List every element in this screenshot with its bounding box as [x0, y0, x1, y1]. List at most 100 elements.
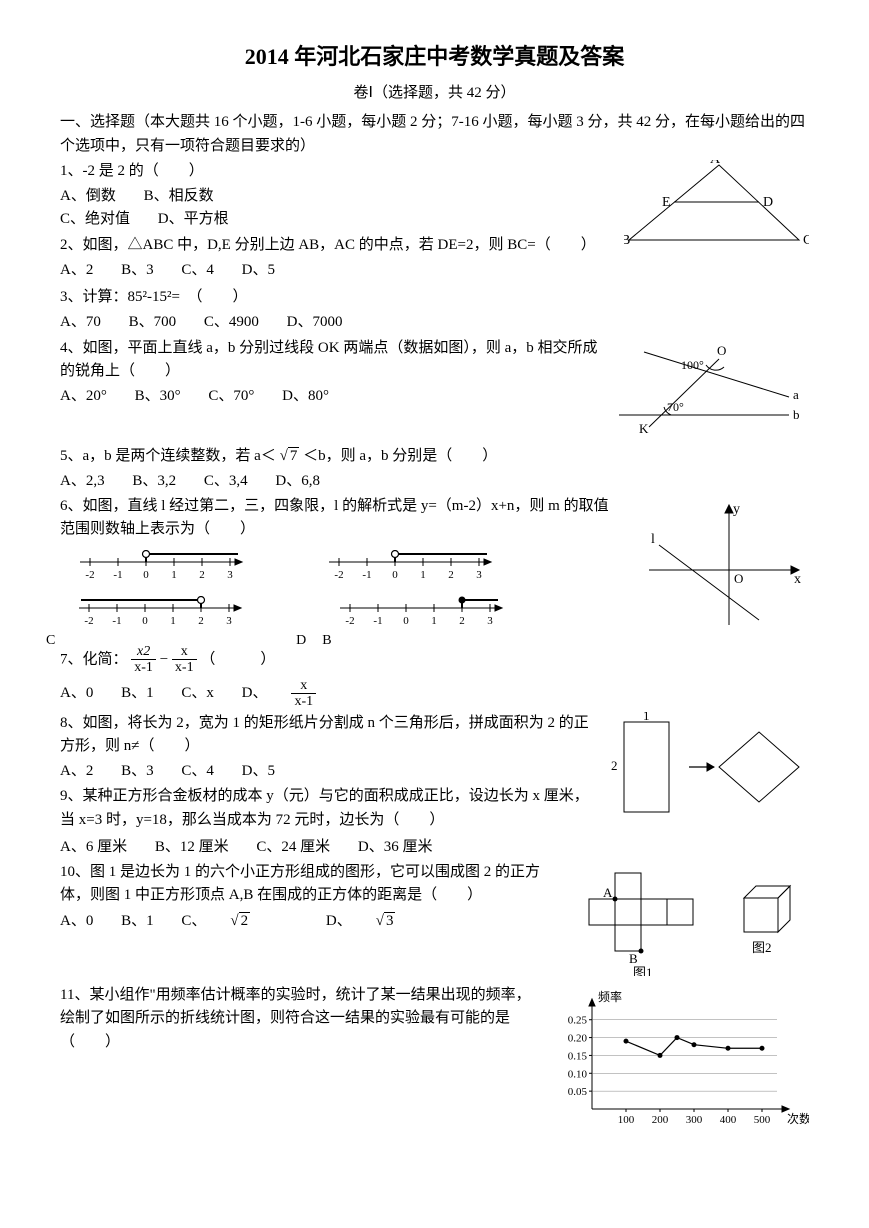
question-3-options: A、70 B、700 C、4900 D、7000: [60, 311, 809, 334]
svg-text:3: 3: [227, 569, 233, 581]
svg-text:1: 1: [431, 615, 437, 627]
svg-text:-1: -1: [113, 615, 122, 627]
exam-subtitle: 卷Ⅰ（选择题，共 42 分）: [60, 82, 809, 105]
question-7-options: A、0 B、1 C、x D、xx-1: [60, 678, 809, 710]
svg-text:-2: -2: [335, 569, 344, 581]
q7-frac2: xx-1: [172, 644, 197, 676]
svg-text:500: 500: [754, 1114, 771, 1126]
q8-opt-b: B、3: [121, 763, 154, 779]
svg-text:-1: -1: [373, 615, 382, 627]
svg-text:0: 0: [393, 569, 399, 581]
q10-opt-d: D、3: [326, 913, 444, 929]
q3-opt-b: B、700: [129, 314, 177, 330]
svg-text:2: 2: [199, 569, 205, 581]
svg-text:-2: -2: [85, 615, 94, 627]
q9-opt-a: A、6 厘米: [60, 839, 127, 855]
svg-text:x: x: [794, 572, 801, 587]
q4-opt-a: A、20°: [60, 388, 107, 404]
figure-q8-rect: 12: [599, 712, 809, 822]
q6-nl-label-d: D: [296, 633, 306, 648]
q5-opt-a: A、2,3: [60, 473, 105, 489]
q3-opt-c: C、4900: [204, 314, 259, 330]
q7-opt-d: D、xx-1: [242, 685, 365, 701]
svg-text:1: 1: [643, 712, 650, 723]
svg-text:E: E: [662, 195, 671, 210]
q5-opt-c: C、3,4: [204, 473, 248, 489]
svg-text:2: 2: [459, 615, 465, 627]
svg-text:O: O: [734, 571, 743, 586]
q7-pre: 7、化简：: [60, 651, 128, 667]
svg-text:频率: 频率: [598, 989, 622, 1004]
question-5-options: A、2,3 B、3,2 C、3,4 D、6,8: [60, 470, 809, 493]
svg-text:2: 2: [611, 758, 618, 773]
figure-q2-triangle: A B C E D: [624, 160, 809, 255]
figure-q6-coord: y x Ol: [629, 495, 809, 635]
q7-opt-a: A、0: [60, 685, 93, 701]
q10-opt-c: C、2: [181, 913, 298, 929]
q2-opt-a: A、2: [60, 262, 93, 278]
svg-text:-2: -2: [345, 615, 354, 627]
q6-numberlines: A-2-10123 C-2-10123 B-2-10123 DB-2-10123: [60, 550, 619, 639]
svg-text:400: 400: [720, 1114, 737, 1126]
svg-text:1: 1: [421, 569, 427, 581]
svg-text:图1: 图1: [633, 965, 653, 976]
q6-nl-label-c: C: [46, 633, 55, 648]
svg-text:D: D: [763, 195, 773, 210]
svg-text:B: B: [629, 951, 638, 966]
svg-text:y: y: [733, 502, 740, 517]
svg-text:C: C: [803, 233, 809, 248]
svg-text:-1: -1: [363, 569, 372, 581]
svg-text:3: 3: [487, 615, 493, 627]
q9-opt-c: C、24 厘米: [256, 839, 330, 855]
svg-text:300: 300: [686, 1114, 703, 1126]
numberline-a: -2-10123: [70, 550, 270, 584]
q1-opt-b: B、相反数: [144, 188, 214, 204]
q9-opt-b: B、12 厘米: [155, 839, 229, 855]
svg-text:70°: 70°: [667, 400, 684, 414]
q7-frac1: x2x-1: [131, 644, 156, 676]
q7-post: （ ）: [200, 651, 275, 667]
svg-text:0: 0: [143, 569, 149, 581]
svg-text:100: 100: [618, 1114, 635, 1126]
q5-opt-b: B、3,2: [132, 473, 176, 489]
svg-text:3: 3: [227, 615, 233, 627]
svg-text:A: A: [710, 160, 721, 167]
svg-text:2: 2: [199, 615, 205, 627]
svg-text:K: K: [639, 421, 649, 436]
q6-nl-label-b: B: [322, 633, 331, 648]
numberline-d: -2-10123: [330, 596, 530, 630]
exam-title: 2014 年河北石家庄中考数学真题及答案: [60, 40, 809, 74]
question-3: 3、计算：85²-15²= （ ）: [60, 286, 809, 309]
q10-opt-b: B、1: [121, 913, 154, 929]
q5-post: ＜b，则 a，b 分别是（ ）: [303, 448, 497, 464]
figure-q4-lines: OKab100°70°: [609, 337, 809, 437]
svg-text:0.15: 0.15: [568, 1051, 588, 1063]
q5-pre: 5、a，b 是两个连续整数，若 a＜: [60, 448, 276, 464]
figure-q10-net: AB图1图2: [579, 861, 809, 976]
svg-text:1: 1: [171, 569, 177, 581]
q7-minus: −: [160, 651, 168, 667]
figure-q11-chart: 0.050.100.150.200.25100200300400500频率次数: [554, 984, 809, 1134]
question-2-options: A、2 B、3 C、4 D、5: [60, 259, 809, 282]
svg-text:a: a: [793, 387, 799, 402]
svg-text:3: 3: [477, 569, 483, 581]
q9-opt-d: D、36 厘米: [358, 839, 433, 855]
svg-text:0.10: 0.10: [568, 1068, 588, 1080]
svg-text:B: B: [624, 233, 630, 248]
svg-text:l: l: [651, 532, 655, 547]
q10-opt-a: A、0: [60, 913, 93, 929]
numberline-b: -2-10123: [319, 550, 519, 584]
q2-opt-d: D、5: [242, 262, 275, 278]
q8-opt-d: D、5: [242, 763, 275, 779]
svg-text:次数: 次数: [787, 1111, 809, 1126]
svg-text:0.20: 0.20: [568, 1033, 588, 1045]
section-intro: 一、选择题（本大题共 16 个小题，1-6 小题，每小题 2 分；7-16 小题…: [60, 111, 809, 158]
svg-text:100°: 100°: [681, 358, 704, 372]
svg-text:-1: -1: [114, 569, 123, 581]
numberline-c: -2-10123: [69, 596, 269, 630]
question-7: 7、化简： x2x-1 − xx-1 （ ）: [60, 644, 809, 676]
q2-opt-c: C、4: [181, 262, 214, 278]
q8-opt-a: A、2: [60, 763, 93, 779]
q8-opt-c: C、4: [181, 763, 214, 779]
q3-opt-d: D、7000: [287, 314, 343, 330]
